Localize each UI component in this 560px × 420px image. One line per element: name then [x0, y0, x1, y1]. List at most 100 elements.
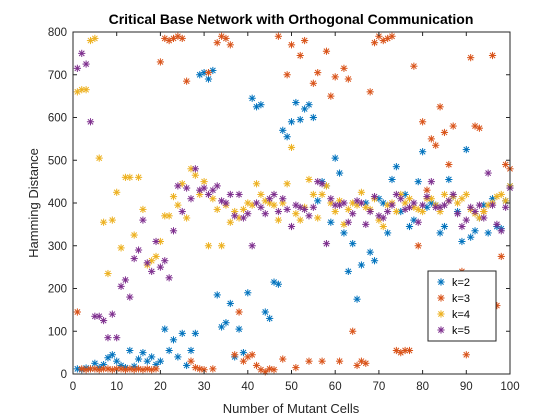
- data-point: [91, 365, 99, 373]
- data-point: [274, 280, 282, 288]
- data-point: [309, 203, 317, 211]
- y-tick-label: 800: [48, 27, 67, 39]
- data-point: [108, 310, 116, 318]
- data-point: [309, 113, 317, 122]
- data-point: [314, 214, 322, 222]
- data-point: [130, 254, 138, 263]
- data-point: [287, 222, 296, 231]
- data-point: [117, 365, 125, 373]
- data-point: [174, 201, 182, 209]
- data-point: [344, 75, 352, 83]
- data-point: [327, 195, 335, 203]
- data-point: [169, 227, 178, 235]
- data-point: [196, 190, 204, 199]
- data-point: [86, 365, 95, 373]
- x-tick-label: 70: [373, 381, 386, 393]
- data-point: [104, 354, 112, 362]
- data-point: [445, 197, 453, 205]
- data-point: [296, 116, 304, 124]
- data-point: [196, 365, 204, 373]
- data-point: [270, 190, 278, 199]
- data-point: [301, 36, 309, 45]
- data-point: [309, 79, 317, 87]
- x-tick-label: 10: [110, 381, 123, 393]
- data-point: [462, 216, 470, 224]
- data-point: [405, 195, 414, 203]
- data-point: [73, 88, 81, 96]
- data-point: [104, 334, 112, 342]
- data-point: [200, 184, 208, 192]
- y-tick-label: 100: [48, 326, 67, 338]
- data-point: [161, 212, 169, 220]
- data-point: [121, 366, 130, 374]
- data-point: [340, 229, 348, 237]
- series-layer: [73, 32, 514, 376]
- data-point: [73, 64, 81, 72]
- data-point: [191, 329, 199, 337]
- data-point: [322, 240, 331, 248]
- legend-marker: [437, 278, 445, 286]
- data-point: [156, 357, 164, 365]
- data-point: [191, 165, 199, 173]
- data-point: [462, 145, 470, 154]
- data-point: [445, 175, 453, 184]
- data-point: [453, 210, 462, 218]
- data-point: [200, 69, 208, 77]
- data-point: [165, 212, 173, 220]
- data-point: [414, 178, 422, 186]
- data-point: [174, 182, 182, 190]
- data-point: [331, 207, 339, 216]
- data-point: [178, 207, 186, 216]
- data-point: [108, 351, 116, 359]
- data-point: [344, 267, 352, 275]
- data-point: [191, 171, 199, 179]
- data-point: [423, 192, 431, 201]
- data-point: [148, 267, 156, 275]
- data-point: [366, 207, 374, 216]
- data-point: [419, 148, 427, 156]
- data-point: [497, 227, 505, 235]
- legend-label: k=2: [452, 277, 470, 289]
- data-point: [126, 173, 134, 181]
- data-point: [279, 355, 287, 363]
- data-point: [248, 351, 256, 359]
- x-axis: 0 10 20 30 40 50 60 70 80 90 100: [70, 32, 520, 393]
- data-point: [73, 365, 81, 373]
- data-point: [261, 308, 269, 316]
- data-point: [349, 240, 357, 248]
- x-tick-label: 20: [154, 381, 167, 393]
- data-point: [257, 203, 265, 211]
- data-point: [419, 207, 427, 216]
- legend-label: k=4: [452, 309, 470, 321]
- data-point: [331, 73, 339, 81]
- data-point: [279, 195, 287, 203]
- data-point: [95, 154, 103, 162]
- data-point: [165, 274, 173, 282]
- y-axis: 0 100 200 300 400 500 600 700 800: [48, 27, 510, 381]
- data-point: [130, 231, 138, 239]
- data-point: [287, 118, 296, 126]
- data-point: [73, 308, 81, 316]
- data-point: [362, 220, 370, 228]
- data-point: [134, 355, 143, 363]
- x-tick-label: 100: [500, 381, 519, 393]
- data-point: [226, 299, 234, 308]
- data-point: [349, 327, 357, 335]
- data-point: [488, 51, 497, 60]
- data-point: [86, 118, 95, 126]
- data-point: [353, 295, 361, 303]
- data-point: [287, 41, 296, 49]
- x-tick-label: 80: [416, 381, 429, 393]
- data-point: [279, 126, 287, 134]
- data-point: [178, 34, 186, 43]
- data-point: [148, 366, 156, 374]
- data-point: [405, 222, 414, 231]
- data-point: [222, 199, 230, 207]
- data-point: [419, 201, 427, 209]
- data-point: [213, 205, 221, 214]
- data-point: [257, 190, 265, 199]
- data-point: [217, 242, 226, 250]
- data-point: [309, 190, 317, 199]
- data-point: [484, 229, 492, 237]
- x-tick-label: 90: [460, 381, 473, 393]
